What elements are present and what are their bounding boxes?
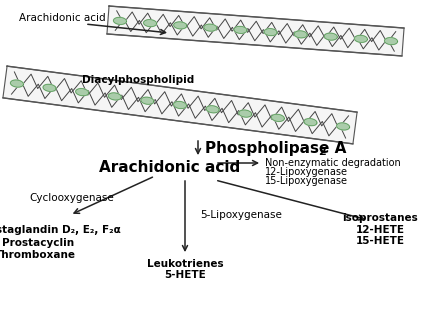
- Polygon shape: [304, 118, 317, 126]
- Text: Prostaglandin D₂, E₂, F₂α: Prostaglandin D₂, E₂, F₂α: [0, 225, 121, 235]
- Text: Cyclooxygenase: Cyclooxygenase: [30, 193, 114, 203]
- Polygon shape: [294, 31, 307, 38]
- Polygon shape: [234, 26, 247, 33]
- Polygon shape: [204, 24, 217, 31]
- Polygon shape: [107, 6, 404, 56]
- Text: Non-enzymatic degradation: Non-enzymatic degradation: [265, 158, 401, 168]
- Text: Leukotrienes: Leukotrienes: [147, 259, 223, 269]
- Polygon shape: [76, 89, 89, 96]
- Polygon shape: [43, 84, 56, 91]
- Text: 5-Lipoxygenase: 5-Lipoxygenase: [200, 210, 282, 220]
- Polygon shape: [271, 114, 284, 121]
- Polygon shape: [337, 123, 350, 130]
- Polygon shape: [174, 22, 187, 29]
- Polygon shape: [144, 20, 157, 27]
- Polygon shape: [385, 38, 397, 44]
- Text: isoprostanes: isoprostanes: [342, 213, 418, 223]
- Polygon shape: [354, 35, 367, 42]
- Text: Prostacyclin: Prostacyclin: [2, 238, 74, 248]
- Polygon shape: [141, 97, 154, 104]
- Polygon shape: [11, 80, 23, 87]
- Polygon shape: [108, 93, 121, 100]
- Text: Arachidonic acid: Arachidonic acid: [99, 160, 241, 175]
- Text: Phospholipase A: Phospholipase A: [205, 141, 346, 156]
- Text: Thromboxane: Thromboxane: [0, 250, 75, 260]
- Text: 2: 2: [318, 147, 326, 157]
- Text: 15-HETE: 15-HETE: [356, 236, 405, 246]
- Text: 12-HETE: 12-HETE: [356, 225, 405, 235]
- Polygon shape: [239, 110, 252, 117]
- Polygon shape: [173, 101, 187, 109]
- Text: 5-HETE: 5-HETE: [164, 270, 206, 280]
- Text: Diacylphospholipid: Diacylphospholipid: [82, 75, 194, 85]
- Text: 12-Lipoxygenase: 12-Lipoxygenase: [265, 167, 348, 177]
- Polygon shape: [264, 29, 277, 36]
- Text: 15-Lipoxygenase: 15-Lipoxygenase: [265, 176, 348, 186]
- Polygon shape: [324, 33, 337, 40]
- Polygon shape: [113, 17, 127, 24]
- Polygon shape: [3, 66, 357, 144]
- Text: Arachidonic acid: Arachidonic acid: [19, 13, 105, 23]
- Polygon shape: [206, 106, 219, 113]
